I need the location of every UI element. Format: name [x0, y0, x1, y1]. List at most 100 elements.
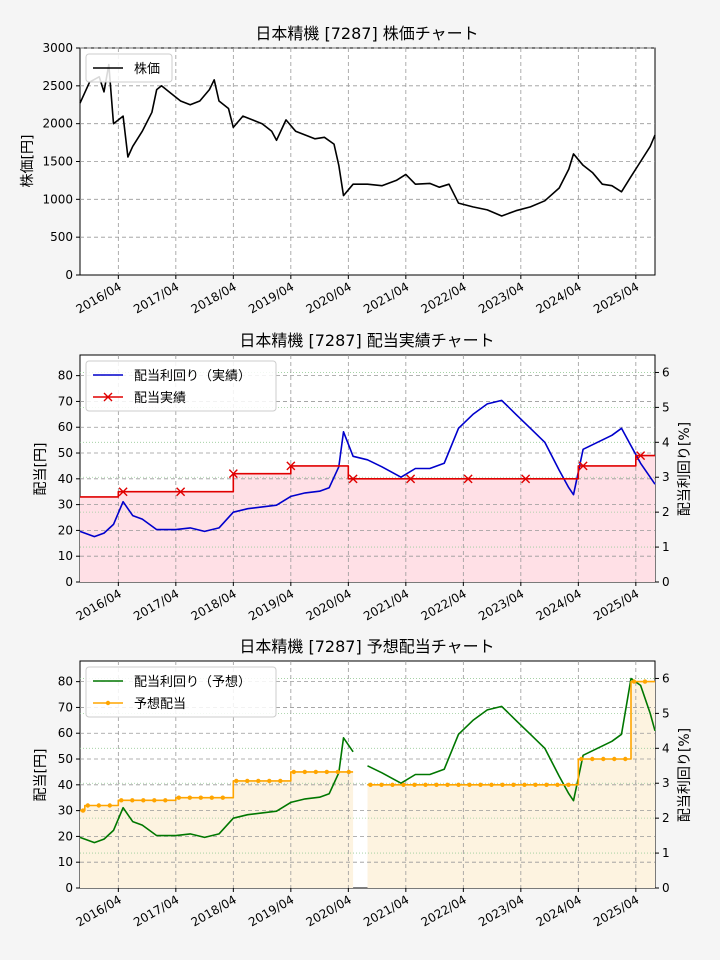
price-legend-label: 株価: [134, 62, 160, 77]
forecast-dividend-marker: [278, 778, 283, 784]
forecast-dividend-marker: [533, 782, 538, 787]
dividend-actual-marker: [118, 487, 128, 497]
forecast-dividend-marker: [489, 782, 494, 787]
forecast-dividend-marker: [423, 782, 428, 787]
forecast-dividend-marker: [579, 756, 584, 762]
series-line-right: [367, 677, 656, 802]
forecast-dividend-marker: [544, 782, 549, 787]
y-tick-label: 2500: [42, 79, 73, 93]
dividend-actual-marker: [228, 469, 238, 479]
actual-dividend-chart-title: 日本精機 [7287] 配当実績チャート: [239, 331, 494, 350]
dividend-actual-marker: [578, 461, 588, 471]
forecast-y2-ticks: 0 1 2 3 4 5 6: [655, 671, 670, 895]
forecast-dividend-marker: [601, 756, 606, 762]
y2-tick-label: 4: [662, 741, 670, 755]
y-tick-label: 0: [65, 881, 73, 895]
y-tick-label: 0: [65, 268, 73, 282]
forecast-series: [79, 677, 656, 844]
forecast-dividend-marker: [234, 778, 239, 784]
forecast-dividend-marker: [346, 769, 351, 775]
price-series: [79, 63, 656, 217]
forecast-y-axis-label: 配当[円]: [33, 749, 49, 802]
forecast-dividend-marker: [590, 756, 595, 762]
actual-legend-label-yield: 配当利回り（実績）: [134, 368, 251, 384]
forecast-dividend-marker: [245, 778, 250, 784]
y2-tick-label: 2: [662, 811, 670, 825]
actual-legend-marker-dividend: [103, 392, 113, 402]
series-line-left: [80, 454, 655, 498]
forecast-y2-axis-label: 配当利回り[%]: [677, 728, 693, 822]
y2-tick-label: 6: [662, 671, 670, 685]
forecast-dividend-marker: [412, 782, 417, 787]
forecast-y-ticks: 0 10 20 30 40 50 60 70 80: [58, 675, 80, 895]
forecast-dividend-marker: [522, 782, 527, 787]
forecast-dividend-marker: [302, 769, 307, 775]
y-tick-label: 80: [58, 675, 73, 689]
y-tick-label: 0: [65, 575, 73, 589]
forecast-dividend-chart-title: 日本精機 [7287] 予想配当チャート: [239, 637, 494, 656]
forecast-dividend-marker: [85, 803, 91, 808]
dividend-actual-marker: [286, 461, 296, 471]
forecast-dividend-marker: [130, 798, 135, 803]
forecast-dividend-marker: [445, 782, 450, 787]
y-tick-label: 10: [58, 549, 73, 563]
forecast-dividend-marker: [176, 795, 181, 800]
forecast-dividend-marker: [119, 798, 124, 803]
forecast-legend-box: [85, 666, 277, 718]
dividend-area: [80, 455, 655, 582]
forecast-dividend-marker: [220, 795, 225, 800]
actual-y2-ticks: 0 1 2 3 4 5 6: [655, 365, 670, 589]
y-tick-label: 70: [58, 394, 73, 408]
forecast-dividend-marker: [566, 782, 571, 787]
forecast-dividend-marker: [80, 808, 86, 813]
forecast-legend-label-yield: 配当利回り（予想）: [134, 674, 251, 690]
y-tick-label: 40: [58, 778, 73, 792]
y-tick-label: 20: [58, 523, 73, 537]
forecast-dividend-marker: [456, 782, 461, 787]
dividend-actual-marker: [176, 487, 186, 497]
forecast-dividend-marker: [401, 782, 406, 787]
forecast-dividend-marker: [500, 782, 505, 787]
forecast-dividend-marker: [152, 798, 157, 803]
actual-legend-box: [85, 360, 277, 412]
forecast-dividend-marker: [209, 795, 214, 800]
y2-tick-label: 3: [662, 776, 670, 790]
y2-tick-label: 2: [662, 505, 670, 519]
forecast-dividend-marker: [198, 795, 203, 800]
dividend-actual-marker: [348, 474, 358, 484]
y-tick-label: 80: [58, 369, 73, 383]
dividend-actual-marker: [463, 474, 473, 484]
forecast-dividend-marker: [187, 795, 192, 800]
dividend-actual-marker: [521, 474, 531, 484]
y-tick-label: 50: [58, 446, 73, 460]
y2-tick-label: 1: [662, 846, 670, 860]
forecast-dividend-marker: [555, 782, 560, 787]
forecast-legend: 配当利回り（予想） 予想配当: [85, 666, 277, 718]
y-tick-label: 2000: [42, 117, 73, 131]
forecast-dividend-marker: [267, 778, 272, 784]
forecast-dividend-marker: [141, 798, 146, 803]
dividend-actual-marker: [406, 474, 416, 484]
forecast-legend-marker-dividend: [105, 700, 111, 706]
forecast-dividend-marker: [612, 756, 617, 762]
actual-legend-label-dividend: 配当実績: [134, 390, 186, 406]
y-tick-label: 40: [58, 472, 73, 486]
y-tick-label: 60: [58, 726, 73, 740]
price-y-ticks: 0 500 1000 1500 2000 2500 3000: [42, 41, 80, 282]
y-tick-label: 50: [58, 752, 73, 766]
y2-tick-label: 6: [662, 365, 670, 379]
forecast-dividend-marker: [631, 679, 637, 684]
actual-dividend-fill: [80, 455, 655, 582]
forecast-dividend-marker: [511, 782, 516, 787]
actual-y2-axis-label: 配当利回り[%]: [677, 422, 693, 516]
y-tick-label: 1000: [42, 192, 73, 206]
y2-tick-label: 5: [662, 706, 670, 720]
forecast-dividend-marker: [324, 769, 329, 775]
price-chart-title: 日本精機 [7287] 株価チャート: [255, 24, 478, 43]
forecast-dividend-marker: [335, 769, 340, 775]
series-line-left: [80, 771, 354, 812]
price-chart: 日本精機 [7287] 株価チャート 0 500 1000 1500 2000 2500 3…: [20, 24, 656, 317]
forecast-dividend-marker: [368, 782, 373, 787]
